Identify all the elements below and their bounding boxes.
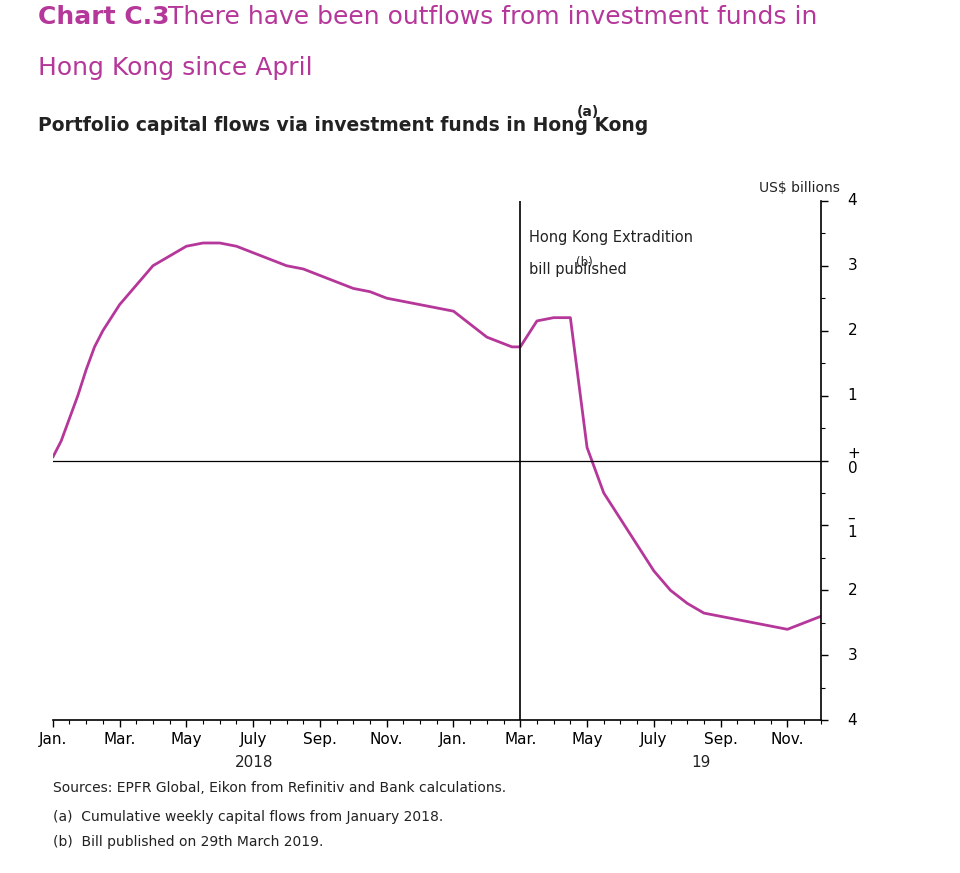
Text: 3: 3 (848, 258, 857, 273)
Text: –: – (848, 511, 855, 526)
Text: US$ billions: US$ billions (759, 181, 840, 195)
Text: Portfolio capital flows via investment funds in Hong Kong: Portfolio capital flows via investment f… (38, 115, 649, 134)
Text: 3: 3 (848, 648, 857, 663)
Text: Chart C.3: Chart C.3 (38, 5, 170, 29)
Text: 4: 4 (848, 712, 857, 728)
Text: 4: 4 (848, 193, 857, 209)
Text: Hong Kong since April: Hong Kong since April (38, 56, 313, 79)
Text: 0: 0 (848, 461, 857, 476)
Text: Sources: EPFR Global, Eikon from Refinitiv and Bank calculations.: Sources: EPFR Global, Eikon from Refinit… (53, 781, 506, 795)
Text: (a): (a) (577, 106, 599, 120)
Text: +: + (848, 445, 860, 461)
Text: bill published: bill published (529, 263, 626, 278)
Text: 1: 1 (848, 526, 857, 540)
Text: Hong Kong Extradition: Hong Kong Extradition (529, 230, 692, 245)
Text: 2018: 2018 (235, 755, 274, 770)
Text: (b)  Bill published on 29th March 2019.: (b) Bill published on 29th March 2019. (53, 835, 324, 849)
Text: (a)  Cumulative weekly capital flows from January 2018.: (a) Cumulative weekly capital flows from… (53, 810, 444, 824)
Text: (b): (b) (576, 256, 592, 269)
Text: 2: 2 (848, 583, 857, 598)
Text: 2: 2 (848, 323, 857, 338)
Text: 1: 1 (848, 388, 857, 403)
Text: There have been outflows from investment funds in: There have been outflows from investment… (160, 5, 818, 29)
Text: 19: 19 (691, 755, 710, 770)
